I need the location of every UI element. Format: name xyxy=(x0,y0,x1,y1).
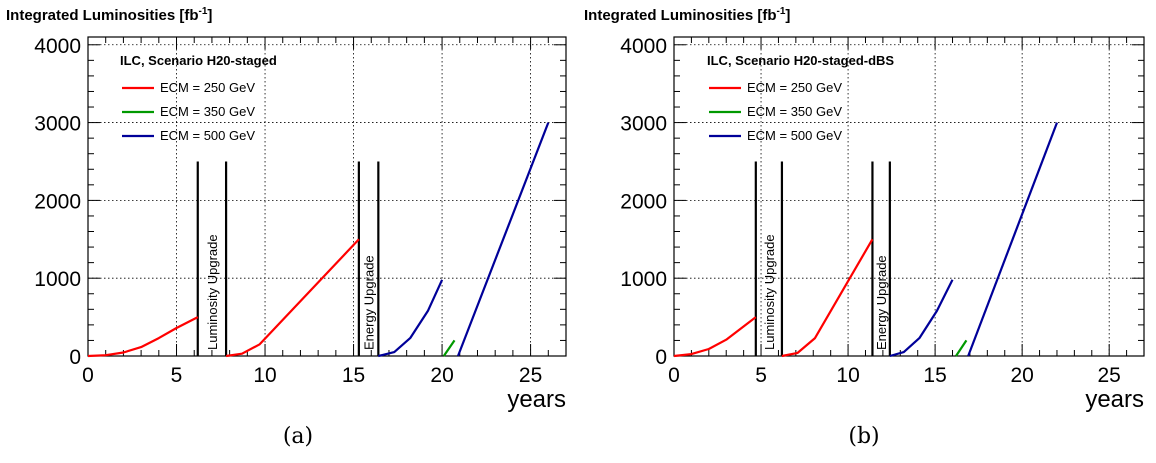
chart-a-svg: 0 5 10 15 20 25 0 1000 2000 3000 4000 Integrated Lu… xyxy=(6,6,567,413)
chart-panel-a: 0 5 10 15 20 25 0 1000 2000 3000 4000 Integrated Lu… xyxy=(6,6,567,449)
series-line-a-0-1 xyxy=(225,238,360,358)
upgrade-label-b-1: Energy Upgrade xyxy=(874,255,889,350)
legend-label-a-2: ECM = 500 GeV xyxy=(160,128,255,143)
series-line-b-1-0 xyxy=(955,339,968,357)
legend-label-a-1: ECM = 350 GeV xyxy=(160,104,255,119)
legend-label-b-1: ECM = 350 GeV xyxy=(747,104,842,119)
series-line-b-2-0 xyxy=(889,279,954,358)
caption-b: (b) xyxy=(848,424,880,449)
legend-title-b: ILC, Scenario H20-staged-dBS xyxy=(707,53,894,68)
upgrade-label-b-0: Luminosity Upgrade xyxy=(762,234,777,350)
chart-panel-b: 0 5 10 15 20 25 0 1000 2000 3000 4000 Integrated Lu… xyxy=(578,0,1156,463)
upgrade-label-a-1: Energy Upgrade xyxy=(362,255,377,350)
plot-frame-a xyxy=(87,36,567,357)
upgrade-label-a-0: Luminosity Upgrade xyxy=(205,234,220,350)
ytick-label-a-0: 0 xyxy=(69,346,81,369)
xtick-label-b-0: 0 xyxy=(668,364,680,387)
caption-a: (a) xyxy=(282,424,314,449)
ytick-label-b-1: 1000 xyxy=(620,268,667,291)
xtick-label-a-1: 5 xyxy=(171,364,183,387)
series-line-b-0-0 xyxy=(673,316,757,358)
chart-b-svg: 0 5 10 15 20 25 0 1000 2000 3000 4000 Integrated Lu… xyxy=(584,6,1145,413)
ytick-label-a-4: 4000 xyxy=(34,35,81,58)
ytick-label-a-1: 1000 xyxy=(34,268,81,291)
xtick-label-a-2: 10 xyxy=(253,364,276,387)
y-axis-title-a: Integrated Luminosities [fb-1] xyxy=(6,6,212,24)
legend-title-a: ILC, Scenario H20-staged xyxy=(120,53,277,68)
plot-frame-b xyxy=(673,36,1145,357)
xtick-label-b-5: 25 xyxy=(1098,364,1121,387)
legend-label-a-0: ECM = 250 GeV xyxy=(160,80,255,95)
ytick-label-a-3: 3000 xyxy=(34,113,81,136)
ytick-label-b-4: 4000 xyxy=(620,35,667,58)
xtick-label-b-2: 10 xyxy=(836,364,859,387)
series-line-a-2-0 xyxy=(378,279,444,358)
legend-label-b-2: ECM = 500 GeV xyxy=(747,128,842,143)
series-line-a-2-1 xyxy=(456,122,550,357)
xtick-label-a-3: 15 xyxy=(342,364,365,387)
xtick-label-a-4: 20 xyxy=(430,364,453,387)
series-line-a-0-0 xyxy=(87,316,199,358)
xtick-label-b-1: 5 xyxy=(755,364,767,387)
legend-label-b-0: ECM = 250 GeV xyxy=(747,80,842,95)
xtick-label-b-3: 15 xyxy=(923,364,946,387)
y-axis-title-b: Integrated Luminosities [fb-1] xyxy=(584,6,790,24)
ytick-label-a-2: 2000 xyxy=(34,190,81,213)
xtick-label-a-5: 25 xyxy=(519,364,542,387)
series-line-a-1-0 xyxy=(442,339,456,357)
ytick-label-b-0: 0 xyxy=(655,346,667,369)
ytick-label-b-3: 3000 xyxy=(620,113,667,136)
x-axis-title-b: years xyxy=(1085,386,1144,413)
ytick-label-b-2: 2000 xyxy=(620,190,667,213)
xtick-label-b-4: 20 xyxy=(1010,364,1033,387)
xtick-label-a-0: 0 xyxy=(82,364,94,387)
x-axis-title-a: years xyxy=(507,386,566,413)
series-line-b-2-1 xyxy=(967,122,1059,357)
series-line-b-0-1 xyxy=(781,238,874,358)
